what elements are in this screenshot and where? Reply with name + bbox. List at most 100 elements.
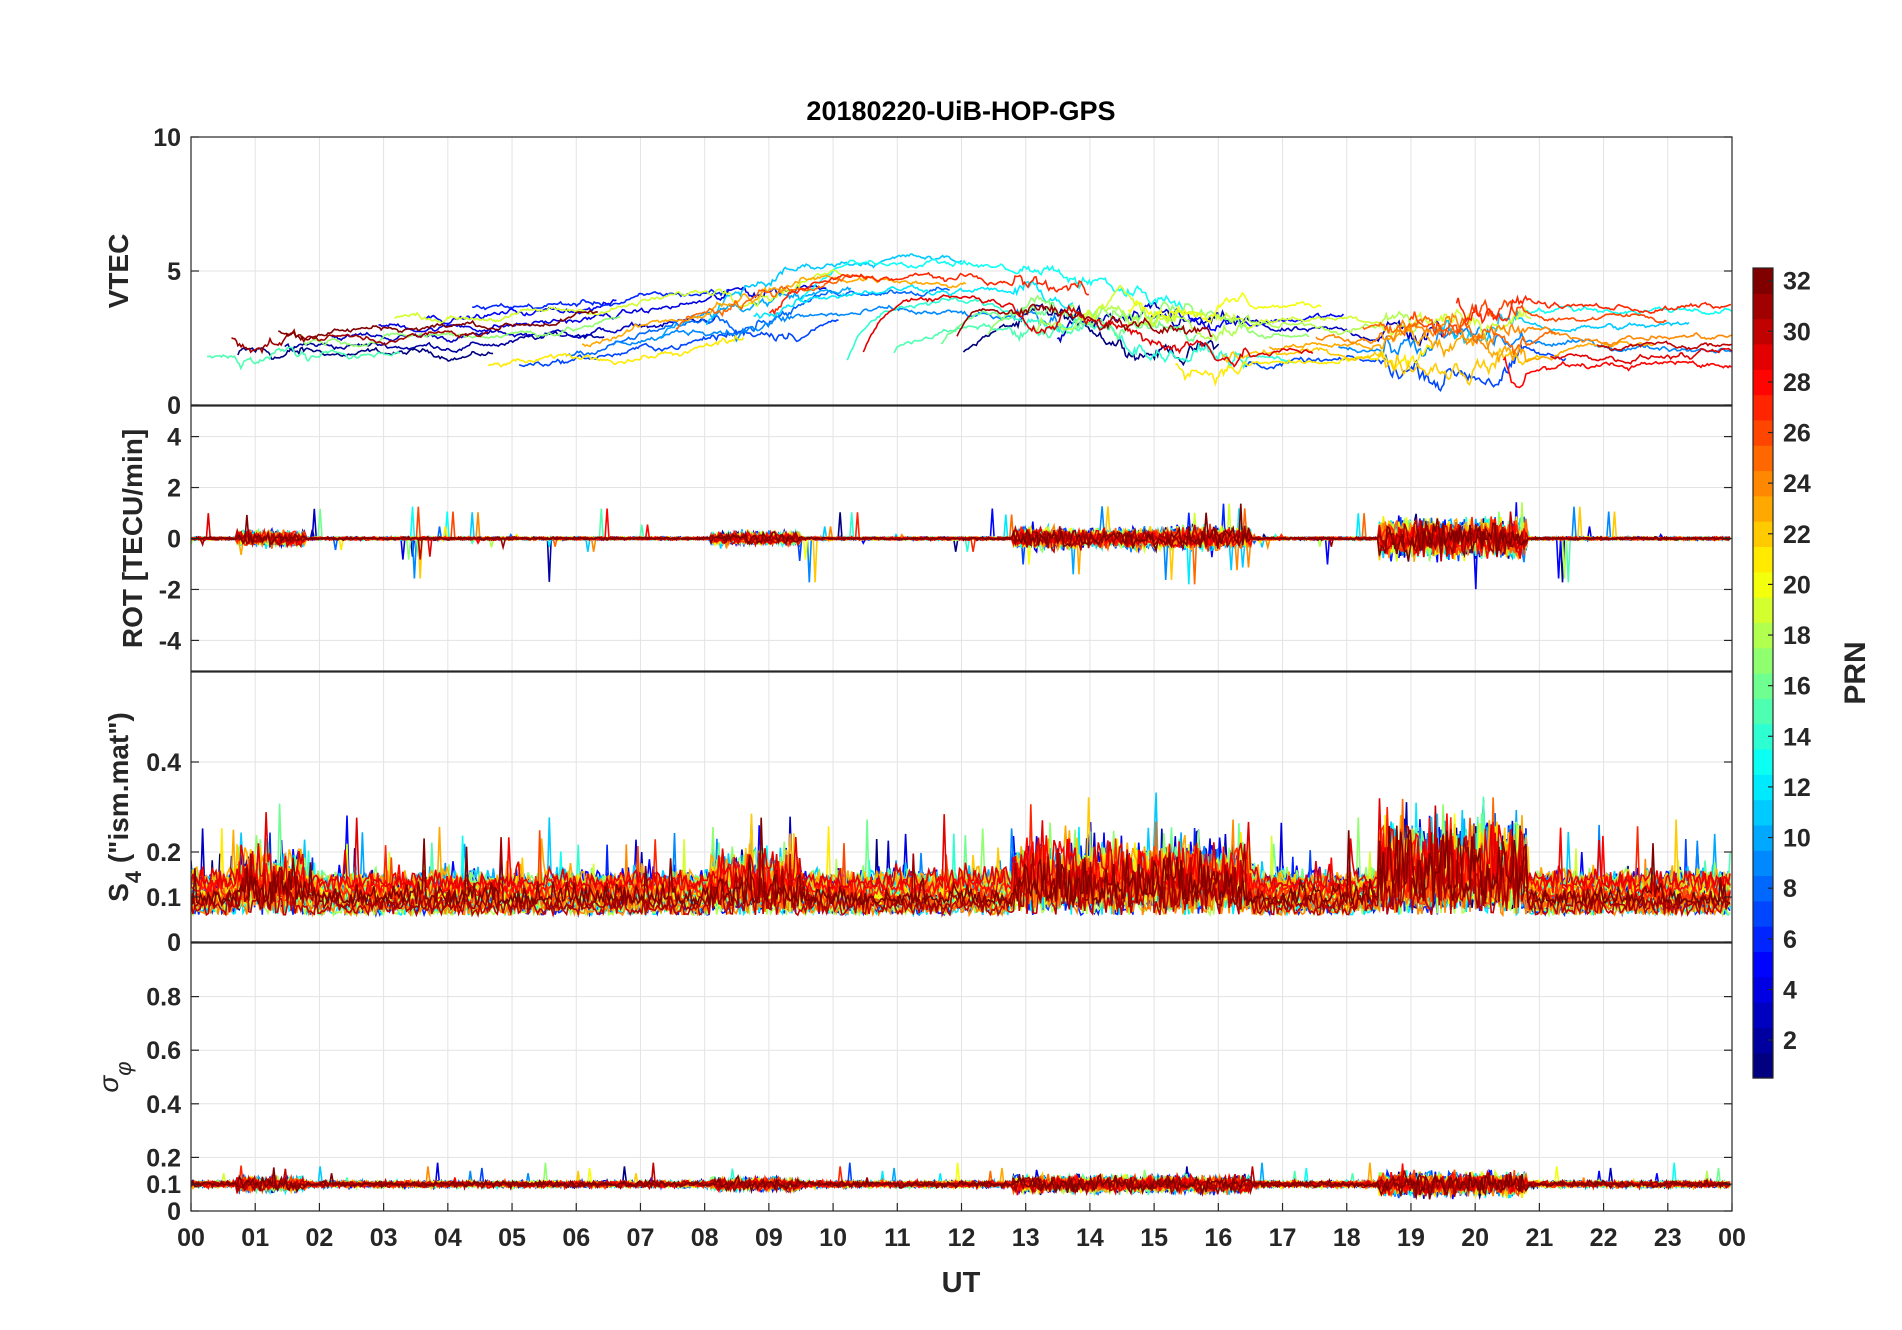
panel-vtec: 0 5 10 VTEC: [103, 124, 1733, 420]
x-tick-label: 16: [1204, 1224, 1232, 1252]
colorbar-segment: [1753, 445, 1773, 472]
colorbar-segment: [1753, 470, 1773, 497]
series-group-rot: [191, 502, 1731, 590]
series-prn-27: [768, 271, 1732, 325]
colorbar-segment: [1753, 495, 1773, 522]
series-prn-9: [612, 304, 1732, 357]
x-tick-label: 00: [1718, 1224, 1746, 1252]
colorbar-segment: [1753, 774, 1773, 801]
x-tick-label: 01: [241, 1224, 269, 1252]
colorbar-segment: [1753, 976, 1773, 1003]
y-tick-label: 2: [167, 475, 181, 503]
x-axis: 00 01 02 03 04 05 06 07 08 09 10 11 12 13 14 15 16 17 18 19…: [177, 1203, 1746, 1252]
x-tick-label: 18: [1333, 1224, 1361, 1252]
colorbar-tick-label: 24: [1783, 470, 1811, 498]
x-tick-label: 21: [1525, 1224, 1553, 1252]
panel-rot: -4 -2 0 2 4 ROT [TECU/min]: [117, 405, 1733, 672]
y-axis-label-vtec: VTEC: [103, 234, 134, 309]
y-tick-label: -4: [159, 627, 181, 655]
colorbar-segment: [1753, 1027, 1773, 1054]
colorbar-segment: [1753, 1052, 1773, 1079]
colorbar-tick-label: 12: [1783, 774, 1811, 802]
series-prn-12: [753, 280, 1074, 320]
x-tick-label: 02: [306, 1224, 334, 1252]
x-tick-label: 10: [819, 1224, 847, 1252]
x-tick-label: 05: [498, 1224, 526, 1252]
colorbar-segment: [1753, 698, 1773, 725]
x-tick-label: 20: [1461, 1224, 1489, 1252]
y-tick-label: 0: [167, 929, 181, 957]
chart-title: 20180220-UiB-HOP-GPS: [806, 96, 1115, 126]
colorbar-segment: [1753, 597, 1773, 623]
colorbar-tick-label: 8: [1783, 875, 1797, 903]
series-group-sigma_phi: [191, 1162, 1731, 1201]
y-tick-label: 4: [167, 424, 181, 452]
colorbar-segment: [1753, 622, 1773, 649]
y-tick-label: 0.2: [146, 1144, 181, 1172]
series-prn-30: [1596, 340, 1732, 352]
panel-s4: 0 0.1 0.2 0.4S4 ("ism.mat"): [103, 671, 1733, 957]
series-prn-31: [191, 824, 1731, 913]
series-prn-26: [1408, 298, 1667, 339]
series-prn-19: [394, 269, 1532, 339]
y-tick-label: 0: [167, 1198, 181, 1226]
colorbar-segment: [1753, 268, 1773, 294]
x-tick-label: 08: [691, 1224, 719, 1252]
colorbar-frame: [1752, 267, 1774, 1079]
x-tick-label: 04: [434, 1224, 462, 1252]
colorbar-segment: [1753, 875, 1773, 902]
series-prn-29: [862, 294, 1732, 368]
panel-frame: [190, 671, 1733, 943]
colorbar-tick-label: 2: [1783, 1027, 1797, 1055]
series-group-s4: [191, 792, 1731, 919]
y-tick-label: 0.1: [146, 1171, 181, 1199]
colorbar-segment: [1753, 1002, 1773, 1028]
colorbar-segment: [1753, 521, 1773, 547]
series-prn-8: [565, 286, 950, 357]
y-tick-label: 0.1: [146, 884, 181, 912]
colorbar-segment: [1753, 343, 1773, 370]
colorbar-segment: [1753, 546, 1773, 573]
colorbar-tick-label: 32: [1783, 268, 1811, 296]
series-prn-14: [846, 296, 1296, 370]
y-tick-label: 10: [153, 124, 181, 152]
y-tick-label: 0.6: [146, 1037, 181, 1065]
x-tick-label: 09: [755, 1224, 783, 1252]
series-prn-28: [1502, 355, 1732, 389]
series-prn-32: [278, 310, 598, 342]
colorbar-tick-label: 16: [1783, 673, 1811, 701]
series-prn-23: [581, 274, 1655, 363]
x-tick-label: 11: [884, 1224, 911, 1252]
x-tick-label: 19: [1397, 1224, 1425, 1252]
colorbar-segment: [1753, 293, 1773, 320]
y-tick-label: -2: [159, 576, 181, 604]
colorbar-tick-label: 18: [1783, 622, 1811, 650]
colorbar-tick-label: 26: [1783, 420, 1811, 448]
series-prn-32: [191, 1167, 1731, 1200]
x-tick-label: 07: [627, 1224, 655, 1252]
series-prn-30: [191, 805, 1731, 918]
x-tick-label: 23: [1654, 1224, 1682, 1252]
series-prn-32: [191, 503, 1731, 562]
y-axis-label-rot: ROT [TECU/min]: [117, 429, 148, 648]
x-tick-label: 14: [1076, 1224, 1104, 1252]
colorbar-segment: [1753, 926, 1773, 952]
x-tick-label: 00: [177, 1224, 205, 1252]
y-tick-label: 0.8: [146, 984, 181, 1012]
colorbar-segment: [1753, 571, 1773, 598]
colorbar-label: PRN: [1839, 641, 1872, 704]
x-axis-label: UT: [942, 1267, 981, 1299]
colorbar-tick-label: 6: [1783, 926, 1797, 954]
y-tick-label: 0: [167, 526, 181, 554]
colorbar-segment: [1753, 419, 1773, 446]
series-prn-32: [191, 817, 1731, 908]
colorbar-segment: [1753, 951, 1773, 978]
colorbar-segment: [1753, 318, 1773, 345]
y-axis-label-sigma_phi: σφ: [93, 1061, 136, 1092]
series-prn-24: [1315, 312, 1732, 350]
colorbar-segment: [1753, 647, 1773, 674]
x-tick-label: 15: [1140, 1224, 1168, 1252]
colorbar-segment: [1753, 824, 1773, 851]
